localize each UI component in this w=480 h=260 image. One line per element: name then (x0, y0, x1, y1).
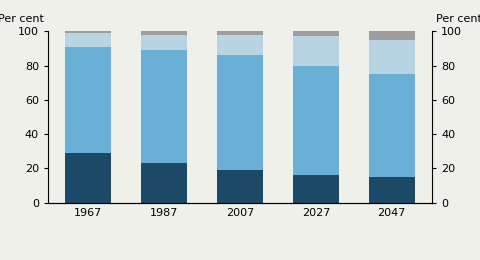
Bar (217, 35, 263, 55)
Bar (65, 31, 111, 33)
Bar (369, 177, 415, 203)
Bar (141, 35, 187, 50)
Bar (141, 31, 187, 35)
Text: Per cent: Per cent (0, 14, 44, 24)
Bar (293, 66, 339, 175)
Bar (369, 31, 415, 40)
Bar (369, 74, 415, 177)
Bar (217, 170, 263, 203)
Legend: 0-14, 15-64, 65-84, 85 and over: 0-14, 15-64, 65-84, 85 and over (121, 256, 359, 260)
Bar (141, 50, 187, 163)
Bar (293, 31, 339, 36)
Bar (217, 55, 263, 170)
Bar (293, 36, 339, 66)
Bar (65, 33, 111, 47)
Bar (65, 47, 111, 153)
Bar (293, 175, 339, 203)
Bar (217, 31, 263, 35)
Bar (369, 40, 415, 74)
Text: Per cent: Per cent (436, 14, 480, 24)
Bar (141, 163, 187, 203)
Bar (65, 153, 111, 203)
